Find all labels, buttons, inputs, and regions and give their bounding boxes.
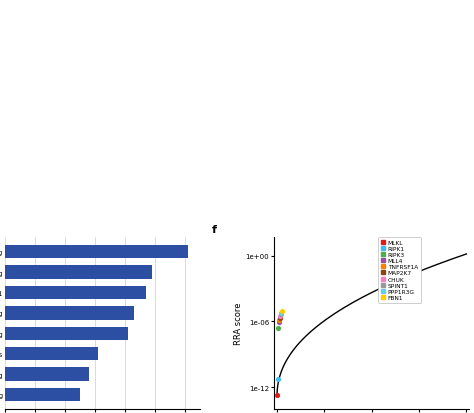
Point	[276, 313, 284, 320]
Point	[277, 311, 284, 318]
Point	[274, 325, 282, 332]
Text: f: f	[211, 224, 217, 234]
Point	[273, 392, 281, 398]
Bar	[5, 327, 128, 340]
Point	[274, 375, 282, 382]
Point	[275, 316, 283, 323]
Bar	[5, 388, 80, 401]
Point	[277, 309, 285, 316]
Point	[275, 319, 283, 325]
Point	[278, 308, 285, 315]
Bar	[5, 286, 146, 299]
Bar	[5, 368, 89, 381]
Y-axis label: RRA score: RRA score	[234, 302, 243, 344]
Bar	[5, 306, 134, 320]
Legend: MLKL, RIPK1, RIPK3, MLL4, TNFRSF1A, MAP2K7, CHUK, SPINT1, PPP1R3G, FBN1: MLKL, RIPK1, RIPK3, MLL4, TNFRSF1A, MAP2…	[379, 237, 421, 303]
Bar	[5, 347, 98, 361]
Point	[276, 315, 283, 321]
Bar	[5, 266, 152, 279]
Bar	[5, 245, 188, 259]
